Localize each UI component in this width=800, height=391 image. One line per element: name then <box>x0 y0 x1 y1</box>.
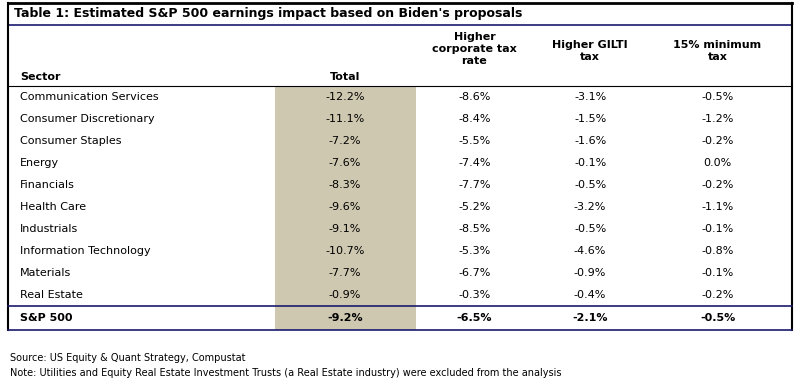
Text: -0.2%: -0.2% <box>702 290 734 300</box>
Text: 15% minimum
tax: 15% minimum tax <box>674 41 762 63</box>
Text: -8.5%: -8.5% <box>458 224 490 234</box>
Text: Consumer Staples: Consumer Staples <box>20 136 122 146</box>
Bar <box>274 306 416 330</box>
Text: -1.2%: -1.2% <box>702 114 734 124</box>
Text: -7.2%: -7.2% <box>329 136 362 146</box>
Text: Health Care: Health Care <box>20 202 86 212</box>
Text: -7.7%: -7.7% <box>458 180 490 190</box>
Text: 0.0%: 0.0% <box>703 158 732 168</box>
Text: -7.4%: -7.4% <box>458 158 490 168</box>
Text: Materials: Materials <box>20 268 71 278</box>
Text: -1.5%: -1.5% <box>574 114 606 124</box>
Text: -8.3%: -8.3% <box>329 180 362 190</box>
Text: -2.1%: -2.1% <box>572 313 608 323</box>
Text: -0.1%: -0.1% <box>574 158 606 168</box>
Text: -0.5%: -0.5% <box>700 313 735 323</box>
Text: -9.2%: -9.2% <box>327 313 363 323</box>
Text: -0.2%: -0.2% <box>702 136 734 146</box>
Bar <box>274 240 416 262</box>
Text: S&P 500: S&P 500 <box>20 313 72 323</box>
Text: Sector: Sector <box>20 72 60 82</box>
Text: -4.6%: -4.6% <box>574 246 606 256</box>
Text: -12.2%: -12.2% <box>326 92 365 102</box>
Text: -0.9%: -0.9% <box>574 268 606 278</box>
Text: -0.9%: -0.9% <box>329 290 362 300</box>
Text: -5.3%: -5.3% <box>458 246 490 256</box>
Text: Real Estate: Real Estate <box>20 290 82 300</box>
Bar <box>274 218 416 240</box>
Text: Communication Services: Communication Services <box>20 92 158 102</box>
Text: Table 1: Estimated S&P 500 earnings impact based on Biden's proposals: Table 1: Estimated S&P 500 earnings impa… <box>14 7 522 20</box>
Text: -6.5%: -6.5% <box>457 313 492 323</box>
Text: -1.6%: -1.6% <box>574 136 606 146</box>
Text: Financials: Financials <box>20 180 74 190</box>
Text: -5.2%: -5.2% <box>458 202 490 212</box>
Text: -5.5%: -5.5% <box>458 136 490 146</box>
Text: Industrials: Industrials <box>20 224 78 234</box>
Text: -3.2%: -3.2% <box>574 202 606 212</box>
Text: Information Technology: Information Technology <box>20 246 150 256</box>
Text: -0.1%: -0.1% <box>702 224 734 234</box>
Text: -0.5%: -0.5% <box>574 224 606 234</box>
Bar <box>274 284 416 306</box>
Bar <box>274 196 416 218</box>
Text: -0.1%: -0.1% <box>702 268 734 278</box>
Text: -0.5%: -0.5% <box>574 180 606 190</box>
Text: -0.5%: -0.5% <box>702 92 734 102</box>
Text: -11.1%: -11.1% <box>326 114 365 124</box>
Text: -9.1%: -9.1% <box>329 224 362 234</box>
Text: -7.6%: -7.6% <box>329 158 362 168</box>
Text: -7.7%: -7.7% <box>329 268 362 278</box>
Text: Consumer Discretionary: Consumer Discretionary <box>20 114 154 124</box>
Bar <box>274 86 416 108</box>
Bar <box>274 108 416 130</box>
Bar <box>274 130 416 152</box>
Text: -0.4%: -0.4% <box>574 290 606 300</box>
Text: Energy: Energy <box>20 158 59 168</box>
Text: -1.1%: -1.1% <box>702 202 734 212</box>
Text: -6.7%: -6.7% <box>458 268 490 278</box>
Text: Total: Total <box>330 72 360 82</box>
Text: -10.7%: -10.7% <box>326 246 365 256</box>
Text: -0.8%: -0.8% <box>702 246 734 256</box>
Text: -0.3%: -0.3% <box>458 290 490 300</box>
Bar <box>274 152 416 174</box>
Text: -8.4%: -8.4% <box>458 114 490 124</box>
Text: -0.2%: -0.2% <box>702 180 734 190</box>
Text: -8.6%: -8.6% <box>458 92 490 102</box>
Text: Note: Utilities and Equity Real Estate Investment Trusts (a Real Estate industry: Note: Utilities and Equity Real Estate I… <box>10 368 562 378</box>
Bar <box>274 174 416 196</box>
Text: Higher
corporate tax
rate: Higher corporate tax rate <box>432 32 517 66</box>
Text: Higher GILTI
tax: Higher GILTI tax <box>552 41 628 63</box>
Text: -3.1%: -3.1% <box>574 92 606 102</box>
Bar <box>274 262 416 284</box>
Text: Source: US Equity & Quant Strategy, Compustat: Source: US Equity & Quant Strategy, Comp… <box>10 353 246 363</box>
Text: -9.6%: -9.6% <box>329 202 362 212</box>
